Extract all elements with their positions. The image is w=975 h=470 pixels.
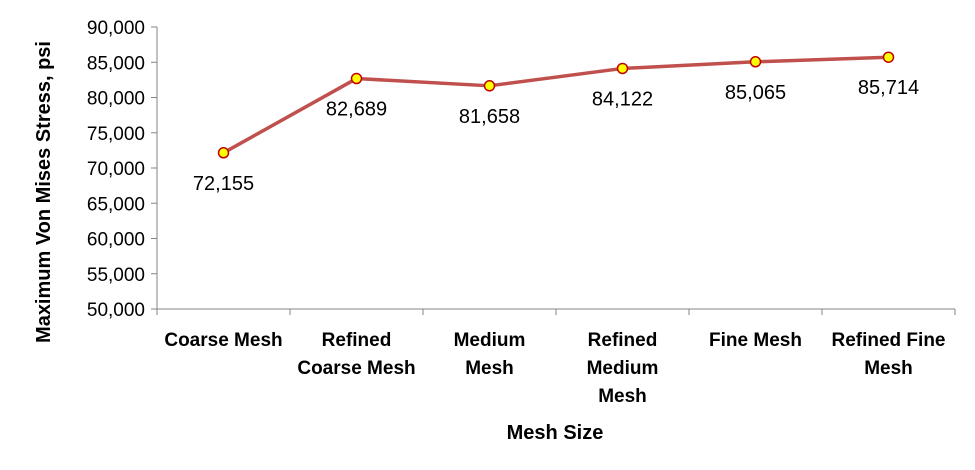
x-tick-label: Refined Fine Mesh: [831, 330, 945, 379]
x-axis-title: Mesh Size: [507, 422, 604, 444]
x-tick-label: Medium Mesh: [454, 330, 526, 379]
data-labels: 72,155 82,689 81,658 84,122 85,065 85,714: [193, 77, 919, 195]
series-line-group: [217, 51, 895, 159]
x-tick-label-line: Medium: [587, 358, 659, 379]
data-label: 72,155: [193, 173, 254, 195]
data-point: [882, 51, 895, 63]
data-label: 85,065: [725, 82, 786, 104]
y-tick-label: 50,000: [87, 300, 145, 321]
x-tick-label-line: Mesh: [598, 386, 647, 407]
y-axis-title: Maximum Von Mises Stress, psi: [33, 41, 55, 343]
y-tick-label: 70,000: [87, 159, 145, 180]
x-tick-label: Fine Mesh: [709, 330, 802, 351]
x-tick-label-line: Coarse Mesh: [164, 330, 282, 351]
data-point: [217, 147, 230, 159]
x-tick-label-line: Refined Fine: [831, 330, 945, 351]
data-label: 84,122: [592, 88, 653, 110]
x-tick-label-line: Mesh: [864, 358, 913, 379]
data-label: 85,714: [858, 77, 919, 99]
x-tick-label-line: Fine Mesh: [709, 330, 802, 351]
y-tick-label: 60,000: [87, 230, 145, 251]
x-tick-label-line: Medium: [454, 330, 526, 351]
data-point: [350, 72, 363, 85]
x-tick-label-line: Refined: [322, 330, 392, 351]
y-tick-label: 65,000: [87, 194, 145, 215]
series-line: [221, 55, 891, 155]
x-tick-label-line: Refined: [588, 330, 658, 351]
y-axis: 50,000 55,000 60,000 65,000 70,000 75,000 80,0…: [87, 18, 158, 321]
data-label: 81,658: [459, 106, 520, 128]
y-tick-label: 55,000: [87, 265, 145, 286]
y-tick-label: 80,000: [87, 89, 145, 110]
x-tick-label-line: Mesh: [465, 358, 514, 379]
x-tick-label-line: Coarse Mesh: [297, 358, 415, 379]
data-point: [616, 62, 629, 75]
data-point: [749, 56, 762, 68]
data-point: [483, 80, 496, 92]
x-tick-label: Refined Coarse Mesh: [297, 330, 415, 379]
y-tick-label: 90,000: [87, 18, 145, 39]
y-tick-label: 75,000: [87, 124, 145, 145]
y-tick-label: 85,000: [87, 53, 145, 74]
x-tick-label: Coarse Mesh: [164, 330, 282, 351]
data-label: 82,689: [326, 99, 387, 121]
x-tick-label: Refined Medium Mesh: [587, 330, 659, 407]
